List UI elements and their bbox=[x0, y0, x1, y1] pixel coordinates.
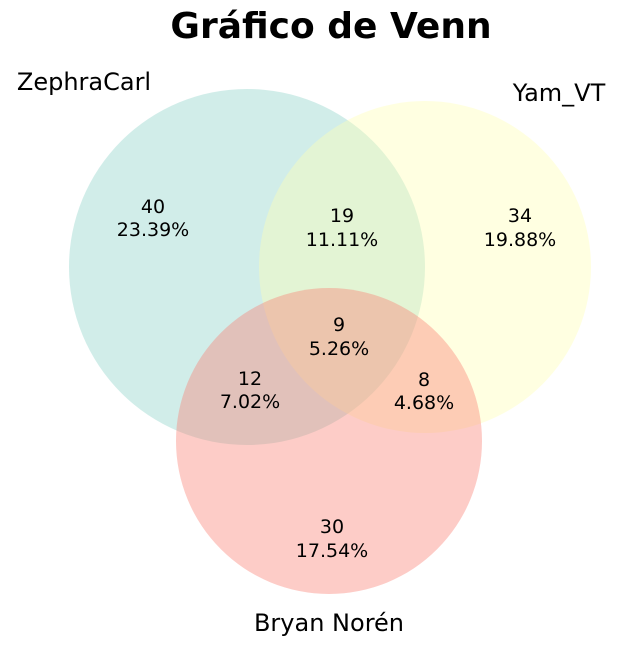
region-count: 8 bbox=[418, 369, 430, 391]
region-percent: 19.88% bbox=[484, 229, 556, 251]
set-label-bryan-noren: Bryan Norén bbox=[254, 609, 404, 637]
circle-bryan-noren bbox=[176, 288, 482, 594]
region-all-three: 9 5.26% bbox=[309, 314, 369, 360]
venn-circles bbox=[69, 89, 591, 594]
circle-yam-vt bbox=[259, 101, 591, 433]
region-percent: 4.68% bbox=[394, 392, 454, 414]
set-label-zephracarl: ZephraCarl bbox=[17, 68, 151, 96]
region-percent: 5.26% bbox=[309, 338, 369, 360]
region-count: 30 bbox=[320, 516, 344, 538]
region-yam-vt-bryan-noren: 8 4.68% bbox=[394, 369, 454, 414]
set-label-yam-vt: Yam_VT bbox=[512, 79, 606, 107]
region-count: 34 bbox=[508, 205, 532, 227]
circle-zephracarl bbox=[69, 89, 425, 445]
region-count: 9 bbox=[333, 314, 345, 336]
region-bryan-noren-only: 30 17.54% bbox=[296, 516, 368, 562]
region-zephracarl-only: 40 23.39% bbox=[117, 196, 189, 241]
region-percent: 23.39% bbox=[117, 219, 189, 241]
region-count: 12 bbox=[238, 368, 262, 390]
region-count: 19 bbox=[330, 205, 354, 227]
chart-title: Gráfico de Venn bbox=[170, 6, 491, 47]
region-yam-vt-only: 34 19.88% bbox=[484, 205, 556, 251]
region-zephracarl-bryan-noren: 12 7.02% bbox=[220, 368, 280, 413]
region-percent: 11.11% bbox=[306, 229, 378, 251]
region-count: 40 bbox=[141, 196, 165, 218]
region-percent: 17.54% bbox=[296, 540, 368, 562]
region-percent: 7.02% bbox=[220, 391, 280, 413]
region-zephracarl-yam-vt: 19 11.11% bbox=[306, 205, 378, 251]
